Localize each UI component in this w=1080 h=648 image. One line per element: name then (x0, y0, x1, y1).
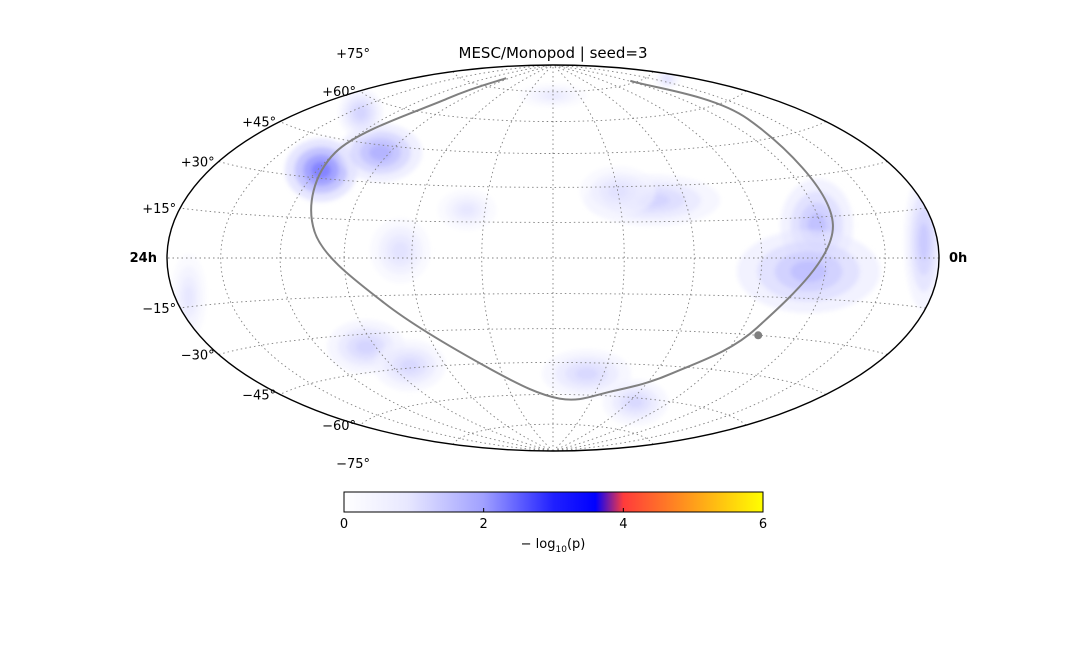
latitude-label: +45° (242, 116, 276, 131)
galactic-plane-line (310, 77, 834, 401)
ra-label-right: 0h (949, 251, 967, 266)
hotspot-layer (918, 223, 929, 261)
meridian-line (552, 65, 886, 451)
meridian-line (552, 65, 695, 451)
parallel-line (452, 423, 654, 445)
latitude-label: +15° (142, 202, 176, 217)
latitude-label: −60° (322, 419, 356, 434)
ra-label-left: 24h (130, 251, 157, 266)
colorbar-label-sub: 10 (555, 545, 567, 555)
colorbar-label: − log10(p) (521, 537, 586, 555)
latitude-label: −15° (142, 302, 176, 317)
sky-outline (166, 64, 940, 452)
colorbar-ticks: 0 2 4 6 (340, 508, 767, 532)
meridian-line (220, 65, 554, 451)
hotspot-layer (354, 106, 368, 120)
parallel-line (279, 121, 827, 154)
hotspot (579, 166, 656, 217)
map-title: MESC/Monopod | seed=3 (459, 44, 648, 62)
hotspot-layer (608, 184, 628, 198)
sky-heatmap (170, 70, 939, 426)
colorbar-label-main: − log (521, 537, 556, 552)
hotspot-layer (183, 285, 194, 308)
colorbar-tick-label: 0 (340, 517, 348, 532)
hotspot (542, 349, 632, 399)
parallel-line (180, 293, 926, 309)
hotspot-layer (627, 396, 644, 409)
latitude-label: −45° (242, 389, 276, 404)
hotspot (370, 218, 431, 284)
hotspot-layer (575, 367, 599, 380)
colorbar-tick-label: 2 (480, 517, 488, 532)
hotspot-layer (459, 204, 475, 216)
hotspot-layer (369, 144, 392, 161)
latitude-label: −75° (336, 457, 370, 472)
latitude-label: +30° (181, 156, 215, 171)
hotspot (338, 88, 383, 137)
meridian-line (552, 65, 827, 451)
colorbar: 0 2 4 6 − log10(p) (340, 491, 767, 555)
meridian-line (279, 65, 554, 451)
colorbar-tick-label: 6 (759, 517, 767, 532)
hotspot (170, 254, 207, 340)
hotspot-layer (392, 242, 409, 260)
hotspot-layer (355, 339, 377, 354)
hotspot (374, 340, 446, 392)
latitude-label: +60° (322, 85, 356, 100)
latitude-labels: +75° +60° +45° +30° +15° −15° −30° −45° −60° −75° (142, 47, 370, 472)
parallel-line (279, 362, 827, 395)
latitude-label: +75° (336, 47, 370, 62)
hotspot-layer (400, 359, 420, 373)
hotspot-layer (663, 75, 672, 84)
hotspot (736, 230, 881, 313)
latitude-label: −30° (181, 349, 215, 364)
hotspot (519, 83, 587, 108)
colorbar-gradient (343, 491, 764, 513)
hotspot-layer (544, 91, 562, 100)
meridian-line (411, 65, 554, 451)
sky-graticule (167, 65, 939, 451)
parallel-line (452, 71, 654, 93)
colorbar-label-arg: (p) (567, 537, 585, 552)
colorbar-tick-label: 4 (619, 517, 627, 532)
parallel-line (180, 207, 926, 223)
hotspot (904, 172, 939, 311)
hotspot (437, 189, 497, 231)
galactic-center-marker (754, 331, 763, 340)
hotspot (338, 123, 423, 182)
galactic-plane (310, 77, 834, 401)
hotspot-layer (790, 260, 827, 283)
